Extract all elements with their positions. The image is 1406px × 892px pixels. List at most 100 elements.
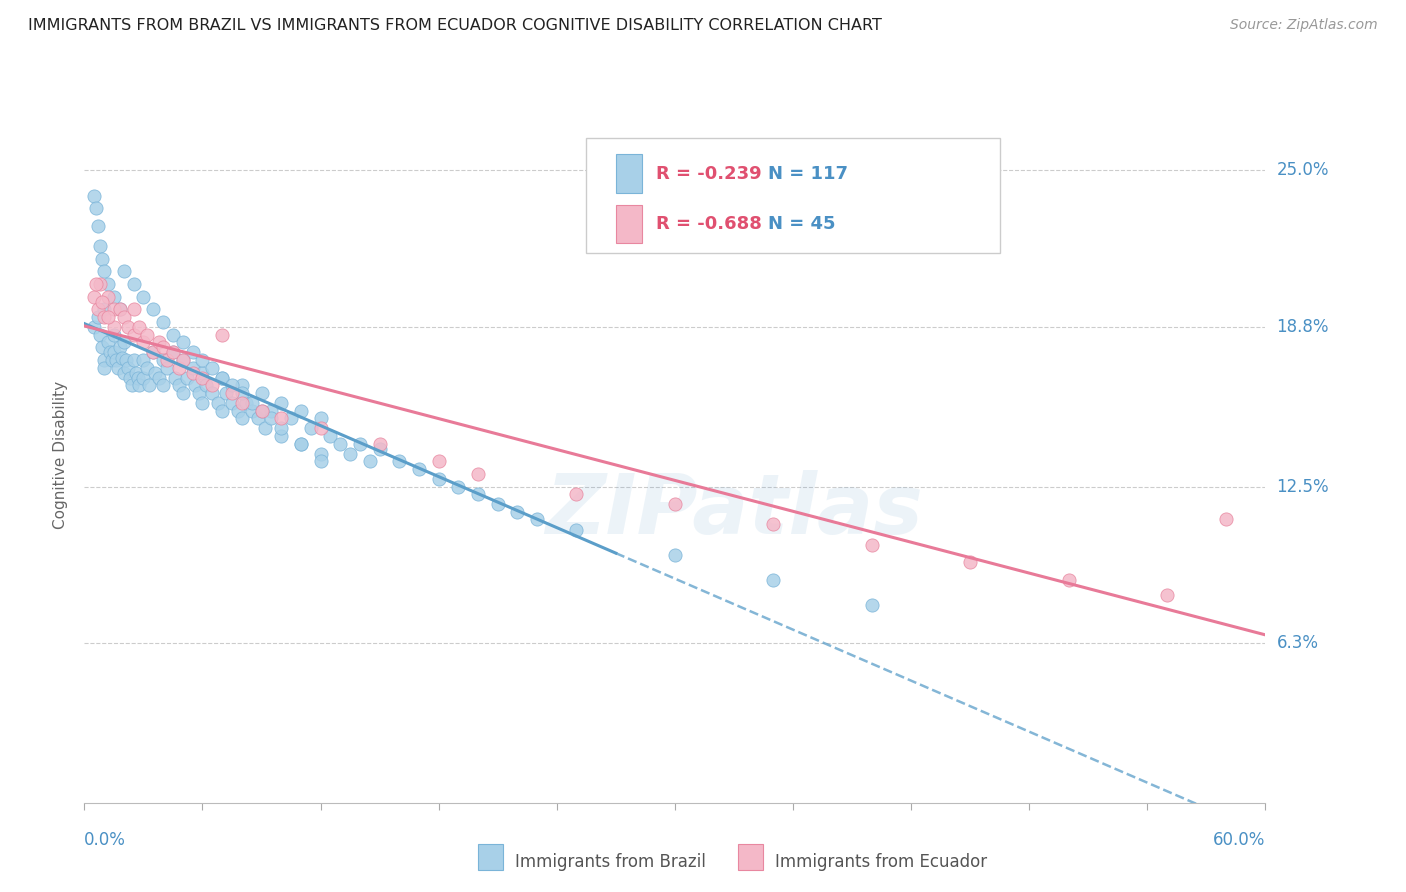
Point xyxy=(211,370,233,384)
Point xyxy=(143,366,166,380)
Point xyxy=(309,454,332,468)
Point xyxy=(127,370,149,384)
Point xyxy=(132,370,155,384)
Point xyxy=(1215,512,1237,526)
Point xyxy=(664,548,686,562)
Point xyxy=(201,360,224,375)
Point xyxy=(118,370,141,384)
Point xyxy=(152,315,174,329)
Point xyxy=(108,302,131,317)
Point xyxy=(467,467,489,481)
Point xyxy=(152,378,174,392)
Point xyxy=(162,345,184,359)
Point xyxy=(163,370,186,384)
Point xyxy=(124,366,146,380)
Point xyxy=(290,403,312,417)
Point xyxy=(172,353,194,368)
Point xyxy=(112,310,135,324)
FancyBboxPatch shape xyxy=(616,154,641,193)
Point xyxy=(270,396,292,410)
Point xyxy=(221,396,243,410)
Point xyxy=(201,386,224,401)
Point xyxy=(235,396,257,410)
Text: 25.0%: 25.0% xyxy=(1277,161,1329,179)
Point xyxy=(89,239,111,253)
Point xyxy=(388,454,411,468)
Point xyxy=(97,335,120,350)
Point xyxy=(207,396,229,410)
Point xyxy=(467,487,489,501)
Point xyxy=(486,497,509,511)
Point xyxy=(83,290,105,304)
Point xyxy=(368,442,391,456)
Point xyxy=(191,370,214,384)
Point xyxy=(83,320,105,334)
Point xyxy=(254,421,277,435)
Point xyxy=(191,353,214,368)
Point xyxy=(309,447,332,461)
Point xyxy=(117,360,139,375)
Point xyxy=(121,378,143,392)
Point xyxy=(211,327,233,342)
Point xyxy=(172,335,194,350)
Point xyxy=(250,403,273,417)
Point xyxy=(1057,573,1080,587)
Point xyxy=(142,345,165,359)
Point xyxy=(98,345,121,359)
Point xyxy=(148,335,170,350)
Text: N = 117: N = 117 xyxy=(768,164,848,183)
Point xyxy=(93,310,115,324)
Point xyxy=(762,517,785,532)
Point xyxy=(122,353,145,368)
Point xyxy=(87,302,110,317)
FancyBboxPatch shape xyxy=(586,138,1000,253)
Point xyxy=(93,302,115,317)
Y-axis label: Cognitive Disability: Cognitive Disability xyxy=(53,381,69,529)
Point xyxy=(762,573,785,587)
Point xyxy=(329,436,352,450)
Point xyxy=(240,403,263,417)
Text: Immigrants from Ecuador: Immigrants from Ecuador xyxy=(775,853,987,871)
Text: N = 45: N = 45 xyxy=(768,215,835,233)
Point xyxy=(112,335,135,350)
Point xyxy=(309,411,332,425)
Point xyxy=(132,290,155,304)
Text: ZIPatlas: ZIPatlas xyxy=(546,470,922,551)
Point xyxy=(176,370,198,384)
Point xyxy=(136,327,159,342)
Point xyxy=(84,277,107,292)
Point xyxy=(162,345,184,359)
Point xyxy=(211,403,233,417)
Point xyxy=(142,302,165,317)
Point xyxy=(181,366,204,380)
Point xyxy=(860,599,883,613)
Point xyxy=(132,353,155,368)
Point xyxy=(339,447,361,461)
Point xyxy=(156,360,179,375)
Point xyxy=(87,219,110,233)
Point xyxy=(250,403,273,417)
Point xyxy=(167,360,190,375)
Point xyxy=(97,310,120,324)
Point xyxy=(122,302,145,317)
Point xyxy=(1156,588,1178,602)
Point xyxy=(156,353,179,368)
Text: 12.5%: 12.5% xyxy=(1277,477,1329,496)
Point xyxy=(191,366,214,380)
Point xyxy=(359,454,381,468)
Point xyxy=(136,360,159,375)
Point xyxy=(108,340,131,354)
Point xyxy=(427,472,450,486)
Point xyxy=(211,370,233,384)
Point xyxy=(152,353,174,368)
Point xyxy=(172,353,194,368)
Point xyxy=(103,345,125,359)
Point xyxy=(290,436,312,450)
Point xyxy=(506,505,529,519)
Point xyxy=(93,264,115,278)
Point xyxy=(103,327,125,342)
Point xyxy=(191,396,214,410)
Point xyxy=(91,252,114,266)
Point xyxy=(122,327,145,342)
Point xyxy=(270,429,292,443)
